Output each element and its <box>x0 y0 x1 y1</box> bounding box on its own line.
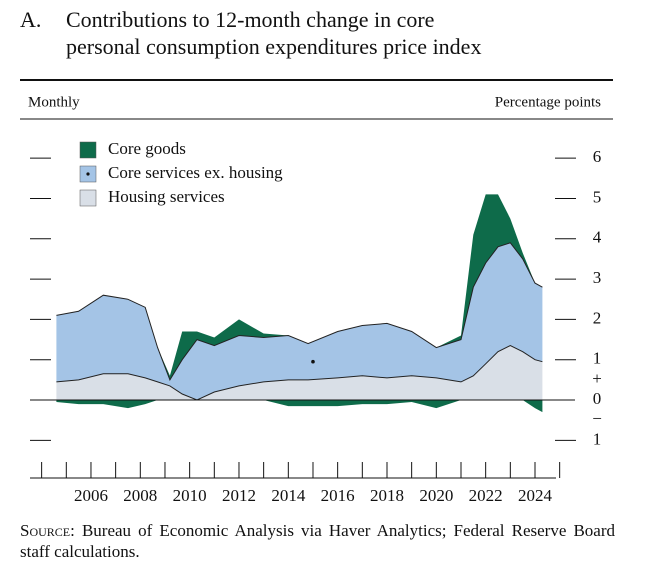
marker-dot <box>311 359 315 364</box>
source-text: Bureau of Economic Analysis via Haver An… <box>20 521 615 561</box>
area-core-goods <box>56 400 543 413</box>
legend-label: Housing services <box>108 187 225 206</box>
legend-label: Core services ex. housing <box>108 163 283 182</box>
y-tick-label: 3 <box>593 268 602 287</box>
area-housing <box>56 345 543 400</box>
source: Source: Bureau of Economic Analysis via … <box>20 520 615 562</box>
panel-label: A. <box>20 7 41 32</box>
subtitle: Monthly <box>28 94 80 110</box>
x-tick-label: 2008 <box>123 486 157 505</box>
legend-label: Core goods <box>108 139 186 158</box>
sign-label: − <box>592 409 602 428</box>
source-label: Source: <box>20 521 75 540</box>
x-tick-label: 2014 <box>271 486 306 505</box>
subtitle: Percentage points <box>495 94 601 110</box>
y-tick-label: 4 <box>593 228 602 247</box>
x-tick-label: 2022 <box>469 486 503 505</box>
x-tick-label: 2024 <box>518 486 553 505</box>
x-tick-label: 2018 <box>370 486 404 505</box>
y-tick-label: 2 <box>593 308 602 327</box>
line-housing <box>56 345 543 401</box>
x-tick-label: 2020 <box>419 486 453 505</box>
y-tick-label: 1 <box>593 429 602 448</box>
line-services <box>56 242 543 382</box>
legend-swatch <box>79 141 97 159</box>
chart: A. Contributions to 12-month change in c… <box>20 7 613 505</box>
x-tick-label: 2010 <box>173 486 207 505</box>
x-tick-label: 2016 <box>321 486 355 505</box>
chart-title: Contributions to 12-month change in core <box>66 7 434 32</box>
chart-title: personal consumption expenditures price … <box>66 34 481 59</box>
x-tick-label: 2006 <box>74 486 108 505</box>
legend-dot <box>86 172 90 176</box>
y-tick-label: 0 <box>593 389 602 408</box>
y-tick-label: 6 <box>593 147 602 166</box>
y-tick-label: 1 <box>593 349 602 368</box>
y-tick-label: 5 <box>593 187 602 206</box>
legend-swatch <box>79 189 97 207</box>
area-core-goods <box>56 194 543 380</box>
area-core-services <box>56 242 543 400</box>
sign-label: + <box>592 369 602 388</box>
x-tick-label: 2012 <box>222 486 256 505</box>
